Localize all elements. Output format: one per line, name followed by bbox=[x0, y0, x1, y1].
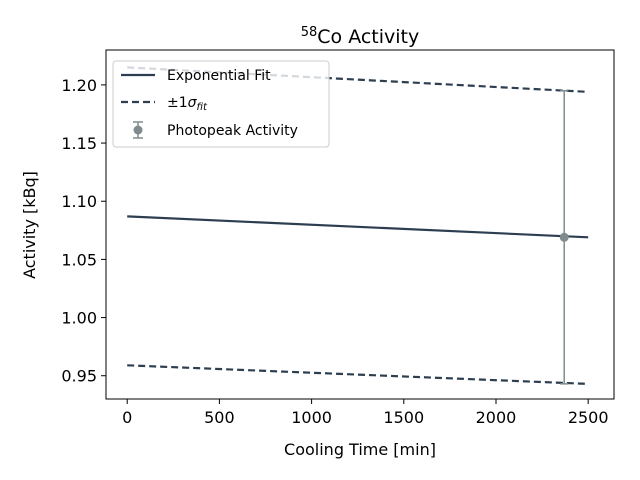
legend-item-photopeak-activity: Photopeak Activity bbox=[167, 123, 298, 139]
x-tick-label: 2500 bbox=[568, 408, 609, 427]
x-tick-label: 0 bbox=[122, 408, 132, 427]
legend-sigma-symbol: σ bbox=[188, 95, 198, 111]
x-tick-label: 2000 bbox=[476, 408, 517, 427]
y-tick-label: 1.05 bbox=[61, 250, 97, 269]
y-tick-label: 1.10 bbox=[61, 192, 97, 211]
y-axis-label: Activity [kBq] bbox=[20, 171, 39, 279]
plot-area bbox=[127, 66, 589, 385]
y-tick-label: 1.00 bbox=[61, 309, 97, 328]
axis-ticks: 0 500 1000 1500 2000 2500 0.95 1.00 1.05 1.10 1.15… bbox=[61, 76, 608, 427]
x-axis-label: Cooling Time [min] bbox=[284, 440, 436, 459]
legend-sigma-subscript: fit bbox=[197, 102, 208, 113]
x-tick-label: 1500 bbox=[383, 408, 424, 427]
legend-item-exponential-fit: Exponential Fit bbox=[167, 68, 271, 84]
y-tick-label: 1.20 bbox=[61, 76, 97, 95]
series-line-sigma-bound-2 bbox=[127, 364, 589, 385]
legend: Exponential Fit ±1σfit Photopeak Activit… bbox=[112, 60, 330, 148]
plot-frame bbox=[105, 49, 615, 400]
chart-title: 58Co Activity bbox=[301, 25, 420, 48]
photopeak-point-0 bbox=[559, 232, 569, 242]
legend-box bbox=[112, 60, 330, 148]
title-superscript: 58 bbox=[301, 25, 318, 40]
x-tick-label: 1000 bbox=[291, 408, 332, 427]
legend-item-sigma-fit: ±1σfit bbox=[167, 95, 208, 113]
legend-sigma-prefix: ±1 bbox=[167, 95, 188, 111]
x-tick-label: 500 bbox=[204, 408, 235, 427]
legend-point-marker bbox=[133, 125, 143, 135]
title-text: Co Activity bbox=[317, 26, 419, 48]
y-tick-label: 1.15 bbox=[61, 134, 97, 153]
y-tick-label: 0.95 bbox=[61, 367, 97, 386]
series-line-fit-0 bbox=[127, 215, 589, 239]
